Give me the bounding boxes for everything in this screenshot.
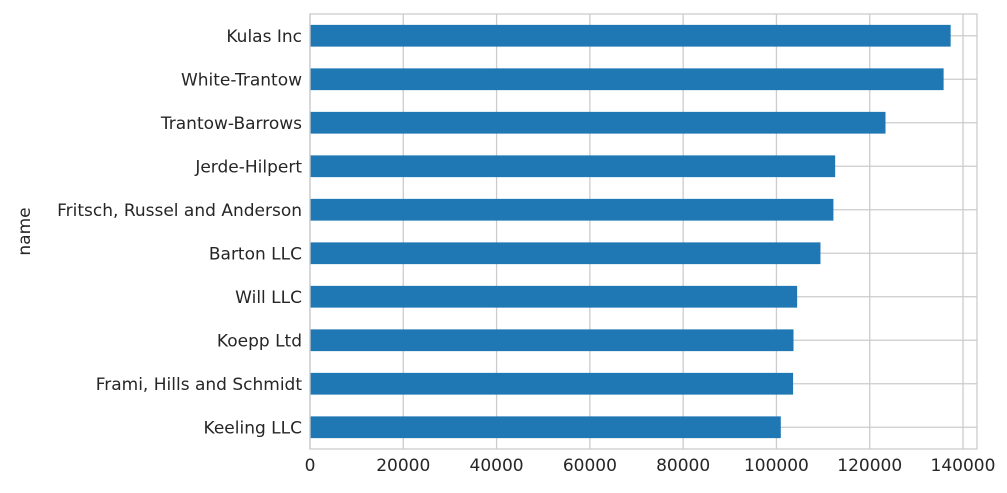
bar — [310, 242, 821, 265]
bar — [310, 111, 886, 134]
y-axis-label: name — [15, 207, 35, 255]
x-tick-label: 60000 — [563, 456, 617, 476]
x-tick-label: 80000 — [656, 456, 710, 476]
x-tick-label: 40000 — [470, 456, 524, 476]
x-tick-label: 120000 — [837, 456, 902, 476]
bars — [310, 24, 951, 439]
x-tick-label: 20000 — [376, 456, 430, 476]
bar — [310, 416, 781, 439]
x-tick-label: 140000 — [931, 456, 996, 476]
y-tick-label: Barton LLC — [209, 244, 302, 264]
y-tick-label: Koepp Ltd — [217, 331, 302, 351]
bar — [310, 329, 794, 352]
y-tick-label: Fritsch, Russel and Anderson — [57, 201, 302, 221]
y-tick-label: Trantow-Barrows — [160, 114, 302, 134]
bar — [310, 68, 944, 91]
y-tick-label: Frami, Hills and Schmidt — [96, 375, 303, 395]
bar — [310, 285, 798, 308]
y-tick-labels: Kulas Inc White-Trantow Trantow-Barrows Jer… — [57, 27, 302, 439]
plot-frame — [309, 13, 978, 450]
y-tick-label: Jerde-Hilpert — [194, 157, 302, 177]
y-tick-label: Keeling LLC — [204, 418, 302, 438]
bar — [310, 24, 951, 47]
y-tick-label: White-Trantow — [181, 70, 302, 90]
y-tick-label: Kulas Inc — [226, 27, 302, 47]
y-tick-label: Will LLC — [235, 288, 302, 308]
x-tick-labels: 0 20000 40000 60000 80000 100000 120000 140000 — [305, 456, 996, 476]
x-tick-label: 100000 — [744, 456, 809, 476]
x-tick-label: 0 — [305, 456, 316, 476]
bar — [310, 155, 836, 178]
bar — [310, 372, 794, 395]
bar — [310, 198, 834, 221]
